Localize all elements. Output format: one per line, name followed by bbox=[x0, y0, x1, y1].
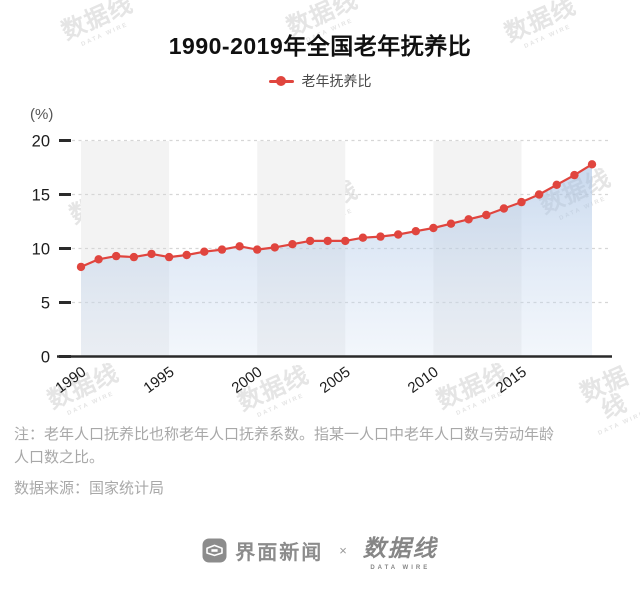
legend-label: 老年抚养比 bbox=[301, 73, 372, 89]
data-point-2005[interactable] bbox=[341, 236, 350, 246]
x-axis-label-2010: 2010 bbox=[405, 363, 442, 396]
data-point-1991[interactable] bbox=[94, 255, 103, 264]
data-point-2013[interactable] bbox=[482, 210, 491, 220]
x-axis-label-2015: 2015 bbox=[493, 363, 530, 396]
y-axis-label-20: 20 bbox=[32, 132, 50, 150]
data-point-2015[interactable] bbox=[517, 197, 526, 207]
jiemian-news-icon bbox=[202, 538, 227, 562]
datawire-logo-subtext: DATA WIRE bbox=[370, 565, 431, 571]
data-point-2004[interactable] bbox=[323, 236, 332, 246]
data-point-1998[interactable] bbox=[217, 245, 227, 254]
data-point-2006[interactable] bbox=[358, 233, 368, 242]
data-point-2014[interactable] bbox=[499, 204, 509, 213]
data-point-1990[interactable] bbox=[76, 262, 86, 272]
legend-line-marker bbox=[268, 76, 294, 86]
logo-separator-x: × bbox=[339, 542, 347, 558]
y-axis-label-10: 10 bbox=[32, 240, 50, 258]
datawire-logo: 数据线 DATA WIRE bbox=[363, 529, 438, 571]
data-point-2007[interactable] bbox=[376, 232, 385, 241]
data-point-2018[interactable] bbox=[570, 170, 579, 180]
data-point-2010[interactable] bbox=[429, 223, 438, 233]
y-axis-label-5: 5 bbox=[41, 294, 50, 312]
datawire-logo-text: 数据线 bbox=[362, 535, 438, 561]
y-axis-label-15: 15 bbox=[32, 186, 50, 204]
data-point-2012[interactable] bbox=[464, 215, 473, 224]
data-point-1993[interactable] bbox=[129, 252, 139, 262]
data-source: 数据来源：国家统计局 bbox=[14, 480, 165, 497]
data-point-1994[interactable] bbox=[147, 249, 156, 259]
data-point-2016[interactable] bbox=[534, 190, 544, 199]
data-point-1997[interactable] bbox=[200, 247, 209, 256]
legend-dot-marker bbox=[276, 76, 286, 86]
data-point-1996[interactable] bbox=[182, 250, 191, 260]
x-axis-label-1995: 1995 bbox=[140, 363, 177, 396]
x-axis-label-2005: 2005 bbox=[317, 363, 354, 396]
chart-note: 注：老年人口抚养比也称老年人口抚养系数。指某一人口中老年人口数与劳动年龄 人口数… bbox=[14, 426, 555, 467]
data-point-2017[interactable] bbox=[552, 180, 561, 189]
data-point-2000[interactable] bbox=[253, 245, 262, 254]
data-point-1999[interactable] bbox=[235, 242, 244, 251]
footer-logos: 界面新闻 × 数据线 DATA WIRE bbox=[0, 528, 640, 572]
data-point-2009[interactable] bbox=[411, 227, 420, 236]
data-point-2008[interactable] bbox=[394, 230, 403, 239]
legend[interactable]: 老年抚养比 bbox=[0, 71, 640, 91]
data-point-1992[interactable] bbox=[112, 251, 121, 261]
x-axis-label-1990: 1990 bbox=[52, 363, 89, 396]
data-point-2011[interactable] bbox=[446, 219, 456, 228]
data-point-2003[interactable] bbox=[305, 236, 315, 246]
data-point-2019[interactable] bbox=[587, 160, 597, 169]
data-point-2001[interactable] bbox=[270, 243, 279, 252]
data-point-2002[interactable] bbox=[288, 240, 297, 249]
data-point-1995[interactable] bbox=[164, 252, 174, 262]
y-axis-unit: (%) bbox=[30, 106, 53, 123]
series-area-fill bbox=[81, 164, 592, 357]
jiemian-logo-text: 界面新闻 bbox=[235, 541, 324, 564]
x-axis-label-2000: 2000 bbox=[229, 363, 266, 396]
y-axis-label-0: 0 bbox=[41, 348, 50, 366]
page-title: 1990-2019年全国老年抚养比 bbox=[168, 33, 472, 59]
jiemian-logo: 界面新闻 bbox=[202, 536, 323, 565]
